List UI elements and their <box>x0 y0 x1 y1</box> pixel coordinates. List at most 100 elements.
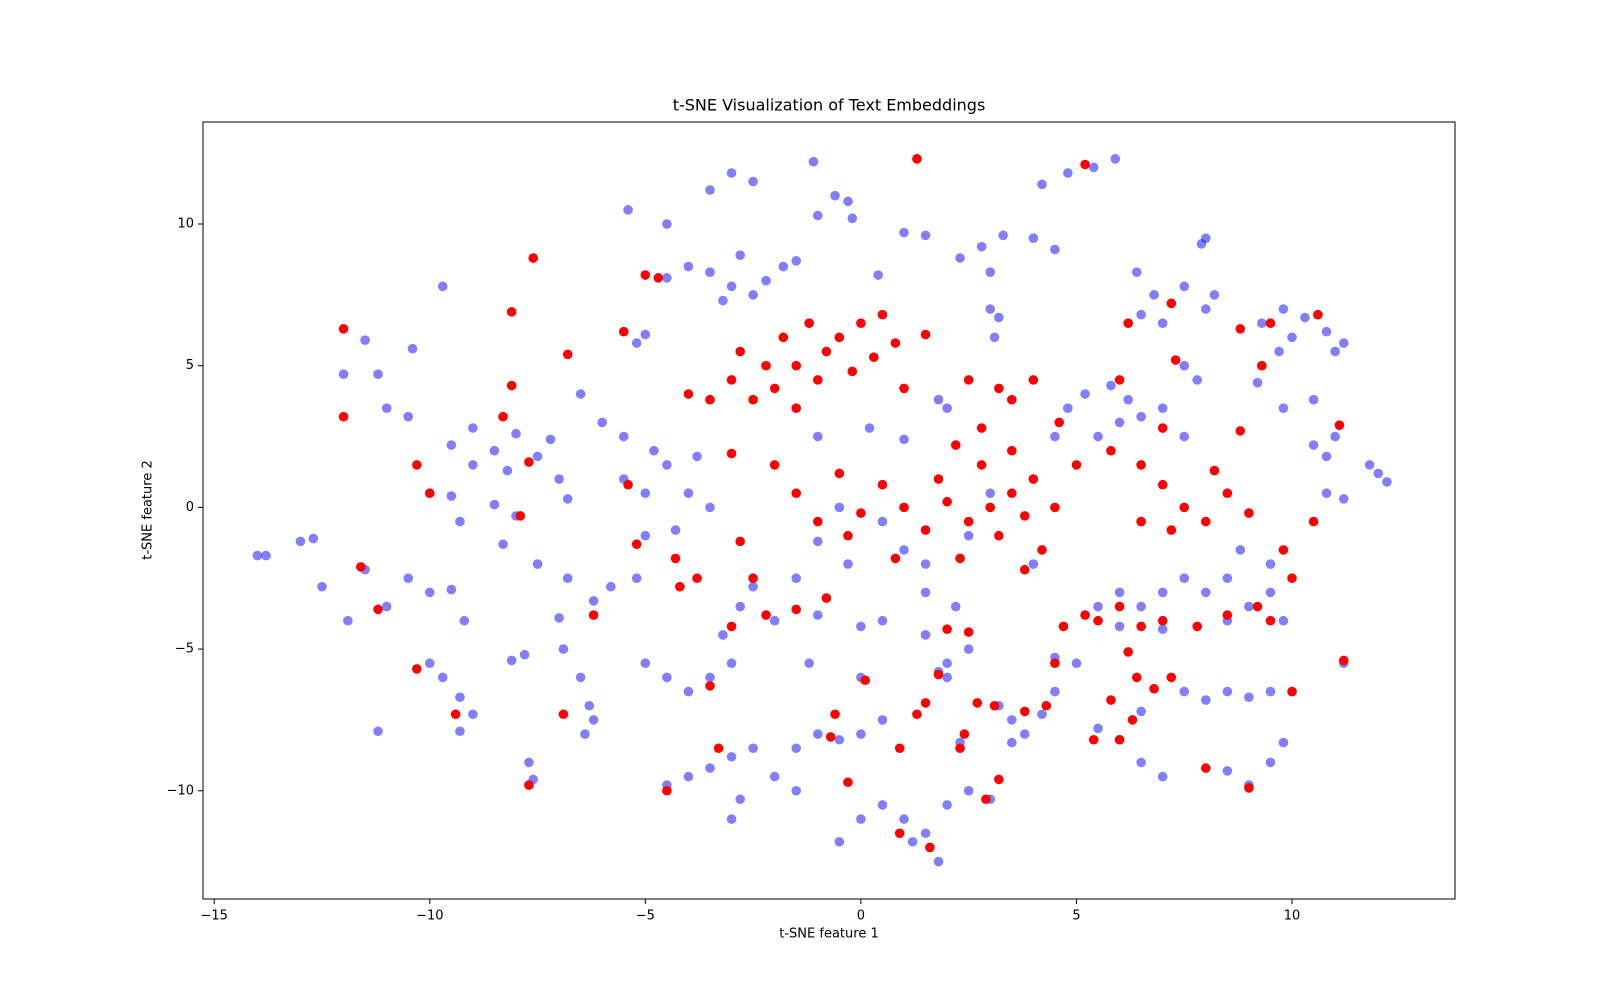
scatter-point <box>933 856 944 867</box>
scatter-point <box>295 536 306 547</box>
scatter-point <box>1132 672 1142 683</box>
scatter-point <box>631 338 642 348</box>
scatter-point <box>1222 610 1233 620</box>
scatter-point <box>834 502 845 513</box>
scatter-point <box>985 488 996 499</box>
scatter-point <box>1244 601 1254 612</box>
scatter-point <box>1265 615 1276 626</box>
scatter-point <box>812 536 823 547</box>
scatter-point <box>1222 488 1233 499</box>
scatter-point <box>705 394 715 405</box>
scatter-point <box>1054 417 1065 428</box>
scatter-point <box>942 800 952 810</box>
scatter-point <box>856 318 866 328</box>
scatter-point <box>1019 706 1030 717</box>
scatter-point <box>804 318 814 328</box>
scatter-point <box>1093 615 1103 626</box>
scatter-point <box>640 530 651 541</box>
scatter-point <box>718 295 728 306</box>
scatter-point <box>468 460 478 470</box>
scatter-point <box>1265 587 1276 598</box>
scatter-point <box>1028 559 1039 569</box>
scatter-point <box>726 448 737 459</box>
scatter-point <box>683 389 694 399</box>
scatter-point <box>994 312 1004 323</box>
scatter-point <box>662 672 672 683</box>
scatter-point <box>446 491 457 501</box>
scatter-point <box>791 743 802 754</box>
scatter-point <box>1136 621 1146 632</box>
scatter-point <box>812 375 823 385</box>
scatter-point <box>726 375 737 385</box>
scatter-point <box>692 451 702 462</box>
scatter-point <box>894 743 905 754</box>
scatter-point <box>1157 587 1168 598</box>
scatter-point <box>955 743 965 754</box>
scatter-point <box>623 479 633 490</box>
x-tick-label: −10 <box>416 909 443 924</box>
scatter-point <box>675 581 685 592</box>
scatter-point <box>1201 304 1211 314</box>
scatter-point <box>920 587 931 598</box>
scatter-point <box>735 250 745 260</box>
scatter-point <box>843 530 853 541</box>
scatter-point <box>1006 737 1017 748</box>
scatter-point <box>1019 729 1030 739</box>
scatter-point <box>856 729 866 739</box>
scatter-point <box>498 411 508 422</box>
scatter-point <box>976 423 987 433</box>
scatter-point <box>955 253 965 263</box>
scatter-point <box>562 573 573 584</box>
scatter-point <box>670 525 681 535</box>
scatter-point <box>1110 154 1121 164</box>
scatter-point <box>502 465 513 476</box>
scatter-point <box>1244 508 1254 518</box>
scatter-point <box>856 508 866 518</box>
scatter-point <box>506 380 517 391</box>
scatter-point <box>821 593 832 603</box>
scatter-point <box>588 715 599 725</box>
scatter-point <box>761 610 771 620</box>
scatter-point <box>1222 686 1233 697</box>
scatter-point <box>860 675 871 686</box>
scatter-point <box>705 672 715 683</box>
scatter-point <box>843 777 853 788</box>
scatter-point <box>1028 474 1039 484</box>
scatter-point <box>618 431 629 442</box>
scatter-point <box>1028 375 1039 385</box>
scatter-point <box>1106 695 1116 705</box>
scatter-point <box>808 156 819 167</box>
scatter-point <box>692 573 702 584</box>
scatter-point <box>1093 723 1103 734</box>
scatter-point <box>899 502 909 513</box>
scatter-point <box>1019 511 1030 521</box>
y-tick-label: 5 <box>186 358 194 373</box>
scatter-point <box>683 488 694 499</box>
scatter-point <box>1192 375 1202 385</box>
scatter-point <box>920 230 931 241</box>
scatter-point <box>812 610 823 620</box>
scatter-point <box>455 516 465 527</box>
scatter-point <box>1123 394 1134 405</box>
scatter-point <box>1114 601 1125 612</box>
scatter-point <box>1278 737 1289 748</box>
scatter-point <box>847 213 858 224</box>
scatter-point <box>1136 516 1146 527</box>
scatter-point <box>562 349 573 360</box>
scatter-point <box>1278 403 1289 414</box>
scatter-point <box>1088 162 1099 173</box>
scatter-point <box>748 581 758 592</box>
scatter-point <box>920 698 931 708</box>
scatter-point <box>355 562 366 572</box>
scatter-point <box>726 814 737 824</box>
scatter-point <box>907 836 918 847</box>
scatter-point <box>963 627 974 637</box>
scatter-point <box>1037 709 1047 720</box>
scatter-point <box>1201 587 1211 598</box>
scatter-point <box>812 210 823 221</box>
scatter-point <box>1028 233 1039 243</box>
scatter-point <box>506 655 517 666</box>
scatter-point <box>894 828 905 839</box>
scatter-point <box>1192 621 1202 632</box>
